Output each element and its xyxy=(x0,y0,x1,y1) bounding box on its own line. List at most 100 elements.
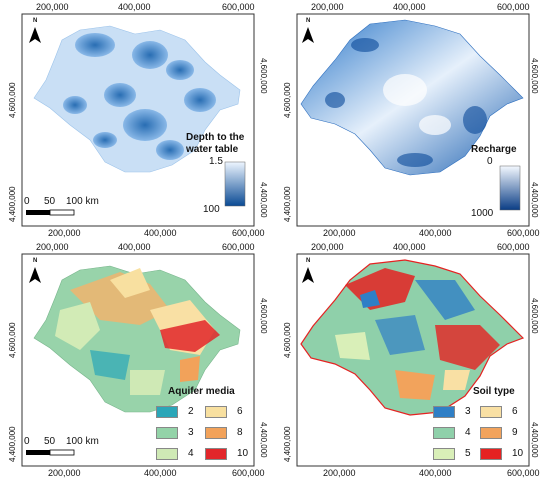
x-tick-top: 200,000 xyxy=(36,242,69,252)
scale-label: 0 xyxy=(24,196,30,207)
north-arrow-icon xyxy=(302,267,314,283)
scale-label: 50 xyxy=(44,196,56,207)
x-tick-bottom: 600,000 xyxy=(507,228,540,238)
legend-swatch-3 xyxy=(156,427,178,439)
north-label: N xyxy=(33,18,38,24)
x-tick-top: 200,000 xyxy=(36,2,69,12)
x-tick-top: 600,000 xyxy=(222,2,255,12)
legend-swatch-10 xyxy=(205,448,227,460)
y-tick-right: 4,400,000 xyxy=(259,422,268,458)
panel-aquifer-media: N 200,000 400,000 600,000 200,000 400,00… xyxy=(0,240,275,480)
north-label: N xyxy=(33,258,38,264)
scale-label: 0 xyxy=(24,436,30,447)
legend-swatch-4 xyxy=(156,448,178,460)
y-tick-right: 4,400,000 xyxy=(530,182,539,218)
legend-label: 2 xyxy=(188,406,194,417)
legend-label: 3 xyxy=(188,427,194,438)
x-tick-bottom: 200,000 xyxy=(323,468,356,478)
legend-label: 6 xyxy=(512,406,518,417)
ramp-max-label: 1000 xyxy=(471,208,494,219)
legend-swatch-5 xyxy=(433,448,455,460)
legend-label: 5 xyxy=(465,448,471,459)
y-tick-left: 4,400,000 xyxy=(283,426,292,462)
legend-swatch-8 xyxy=(205,427,227,439)
x-tick-top: 600,000 xyxy=(222,242,255,252)
legend-label: 4 xyxy=(465,427,471,438)
recharge-color-ramp xyxy=(499,165,521,211)
x-tick-bottom: 400,000 xyxy=(144,468,177,478)
depth-color-ramp xyxy=(224,161,246,207)
x-tick-bottom: 200,000 xyxy=(48,468,81,478)
y-tick-right: 4,600,000 xyxy=(259,58,268,94)
x-tick-top: 400,000 xyxy=(393,2,426,12)
map-frame xyxy=(21,253,255,467)
legend-label: 10 xyxy=(512,448,524,459)
x-tick-bottom: 400,000 xyxy=(144,228,177,238)
legend-label: 4 xyxy=(188,448,194,459)
y-tick-left: 4,600,000 xyxy=(283,82,292,118)
y-tick-right: 4,600,000 xyxy=(530,58,539,94)
y-tick-left: 4,400,000 xyxy=(283,186,292,222)
legend-swatch-9 xyxy=(480,427,502,439)
legend-title: Aquifer media xyxy=(168,386,235,397)
ramp-min-label: 0 xyxy=(487,156,493,167)
x-tick-top: 200,000 xyxy=(311,242,344,252)
legend-title: Depth to the water table xyxy=(186,132,244,156)
north-label: N xyxy=(306,18,311,24)
scale-label: 50 xyxy=(44,436,56,447)
panel-soil-type: N 200,000 400,000 600,000 200,000 400,00… xyxy=(275,240,550,480)
scale-label: 100 km xyxy=(66,196,99,207)
north-arrow-icon xyxy=(302,27,314,43)
x-tick-top: 400,000 xyxy=(393,242,426,252)
y-tick-left: 4,400,000 xyxy=(8,426,17,462)
x-tick-bottom: 400,000 xyxy=(419,228,452,238)
scale-label: 100 km xyxy=(66,436,99,447)
scale-bar xyxy=(26,209,75,216)
x-tick-bottom: 200,000 xyxy=(48,228,81,238)
ramp-min-label: 1.5 xyxy=(209,156,223,167)
panel-depth-to-water-table: N 200,000 400,000 600,000 200,000 400,00… xyxy=(0,0,275,240)
map-frame xyxy=(296,253,530,467)
ramp-max-label: 100 xyxy=(203,204,220,215)
north-label: N xyxy=(306,258,311,264)
y-tick-left: 4,400,000 xyxy=(8,186,17,222)
north-arrow-icon xyxy=(29,27,41,43)
x-tick-bottom: 600,000 xyxy=(232,468,265,478)
legend-label: 6 xyxy=(237,406,243,417)
x-tick-bottom: 600,000 xyxy=(507,468,540,478)
y-tick-left: 4,600,000 xyxy=(283,322,292,358)
legend-label: 10 xyxy=(237,448,249,459)
legend-swatch-2 xyxy=(156,406,178,418)
y-tick-left: 4,600,000 xyxy=(8,82,17,118)
y-tick-right: 4,400,000 xyxy=(259,182,268,218)
legend-label: 9 xyxy=(512,427,518,438)
legend-swatch-4 xyxy=(433,427,455,439)
x-tick-top: 400,000 xyxy=(118,242,151,252)
x-tick-top: 200,000 xyxy=(311,2,344,12)
legend-label: 8 xyxy=(237,427,243,438)
legend-title: Recharge xyxy=(471,144,517,155)
legend-label: 3 xyxy=(465,406,471,417)
legend-title-line: Depth to the xyxy=(186,132,245,143)
legend-swatch-6 xyxy=(205,406,227,418)
x-tick-bottom: 400,000 xyxy=(419,468,452,478)
scale-bar xyxy=(26,449,75,456)
x-tick-bottom: 200,000 xyxy=(323,228,356,238)
y-tick-right: 4,600,000 xyxy=(259,298,268,334)
north-arrow-icon xyxy=(29,267,41,283)
y-tick-left: 4,600,000 xyxy=(8,322,17,358)
y-tick-right: 4,400,000 xyxy=(530,422,539,458)
legend-title-line: water table xyxy=(186,144,239,155)
legend-swatch-10 xyxy=(480,448,502,460)
y-tick-right: 4,600,000 xyxy=(530,298,539,334)
legend-swatch-3 xyxy=(433,406,455,418)
legend-title: Soil type xyxy=(473,386,515,397)
x-tick-top: 600,000 xyxy=(497,242,530,252)
x-tick-top: 400,000 xyxy=(118,2,151,12)
map-frame xyxy=(296,13,530,227)
panel-recharge: N 200,000 400,000 600,000 200,000 400,00… xyxy=(275,0,550,240)
x-tick-top: 600,000 xyxy=(497,2,530,12)
x-tick-bottom: 600,000 xyxy=(232,228,265,238)
map-frame xyxy=(21,13,255,227)
legend-swatch-6 xyxy=(480,406,502,418)
